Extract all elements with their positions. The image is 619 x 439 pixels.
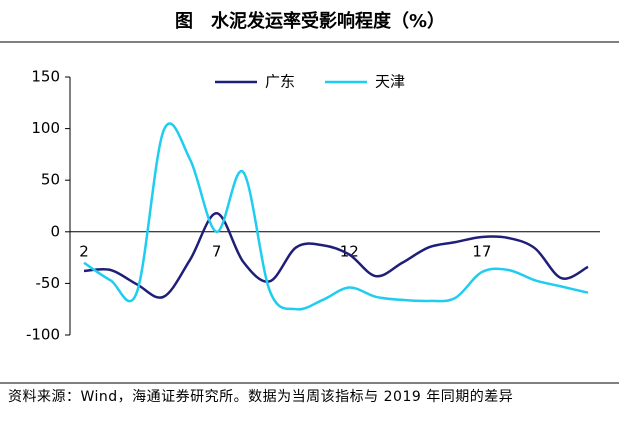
legend-label: 广东 xyxy=(265,73,295,91)
series-line xyxy=(83,211,589,299)
x-tick-label: 12 xyxy=(340,242,359,260)
y-tick-label: 150 xyxy=(31,68,60,86)
x-tick-label: 7 xyxy=(212,242,222,260)
x-tick-label: 2 xyxy=(79,242,89,260)
legend-label: 天津 xyxy=(375,73,405,91)
source-note: 资料来源：Wind，海通证券研究所。数据为当周该指标与 2019 年同期的差异 xyxy=(8,389,514,405)
series-line xyxy=(83,122,589,311)
x-tick-label: 17 xyxy=(472,242,491,260)
y-tick-label: -50 xyxy=(36,274,61,292)
y-tick-label: 0 xyxy=(50,222,60,240)
chart-title: 图 水泥发运率受影响程度（%） xyxy=(175,10,445,32)
y-tick-label: 100 xyxy=(31,119,60,137)
y-tick-label: -100 xyxy=(26,326,60,344)
y-tick-label: 50 xyxy=(41,171,60,189)
